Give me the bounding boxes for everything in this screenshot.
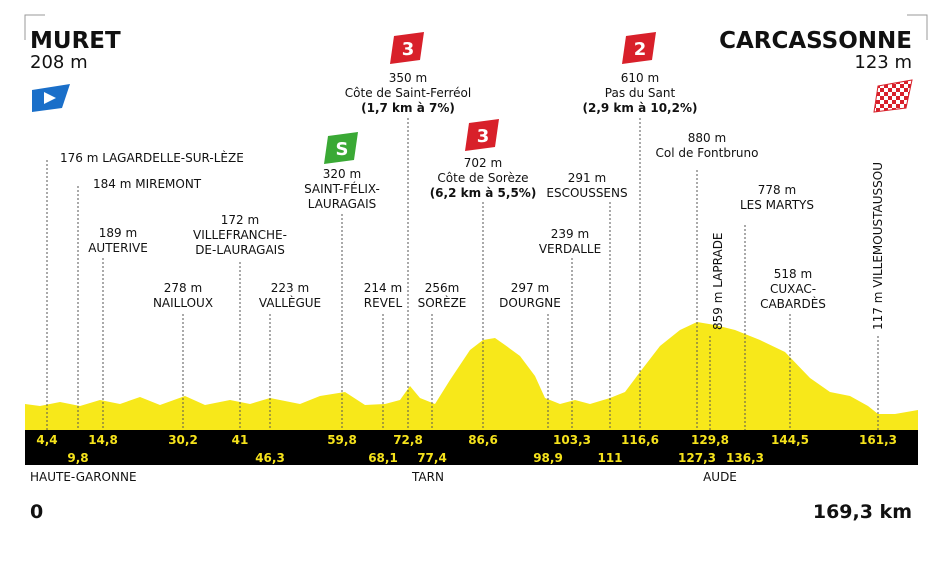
point-label: VILLEFRANCHE- [193,228,287,242]
region-label: TARN [411,470,444,484]
point-label: (6,2 km à 5,5%) [430,186,537,200]
km-label: 98,9 [533,451,563,465]
point-label: 256m [425,281,460,295]
finish-altitude: 123 m [854,52,912,73]
point-label: VERDALLE [539,242,601,256]
point-label: SORÈZE [418,295,467,310]
badge [465,119,499,151]
km-label: 72,8 [393,433,423,447]
point-label: 189 m [99,226,137,240]
badge-label: 3 [402,39,415,60]
point-label: 117 m VILLEMOUSTAUSSOU [871,162,885,330]
finish-flag [873,79,913,113]
point-label: (1,7 km à 7%) [361,101,455,115]
km-label: 77,4 [417,451,447,465]
point-label: NAILLOUX [153,296,213,310]
point-label: 223 m [271,281,309,295]
point-label: Col de Fontbruno [656,146,759,160]
finish-name: CARCASSONNE [719,28,912,54]
point-label: CUXAC- [770,282,816,296]
point-label: 778 m [758,183,796,197]
km-label: 30,2 [168,433,198,447]
km-label: 86,6 [468,433,498,447]
point-label: 350 m [389,71,427,85]
badge-label: S [336,139,349,160]
badge-label: 3 [477,126,490,147]
point-label: LES MARTYS [740,198,814,212]
point-label: 880 m [688,131,726,145]
km-label: 59,8 [327,433,357,447]
km-label: 161,3 [859,433,897,447]
km-label: 111 [597,451,622,465]
point-label: Pas du Sant [605,86,676,100]
elevation-profile [25,322,918,430]
point-label: CABARDÈS [760,296,826,311]
point-label: 702 m [464,156,502,170]
km-label: 136,3 [726,451,764,465]
point-label: 320 m [323,167,361,181]
point-label: 518 m [774,267,812,281]
point-label: Côte de Sorèze [437,171,528,185]
point-label: AUTERIVE [88,241,148,255]
point-label: Côte de Saint-Ferréol [345,86,471,100]
region-label: HAUTE-GARONNE [30,470,137,484]
km-label: 116,6 [621,433,659,447]
km-label: 41 [232,433,249,447]
km-label: 9,8 [67,451,88,465]
region-label: AUDE [703,470,737,484]
badge [390,32,424,64]
point-label: 610 m [621,71,659,85]
point-label: (2,9 km à 10,2%) [583,101,698,115]
km-label: 129,8 [691,433,729,447]
badge-label: 2 [634,39,647,60]
point-label: 172 m [221,213,259,227]
start-name: MURET [30,28,121,54]
km-label: 68,1 [368,451,398,465]
badge [324,132,358,164]
frame [24,14,928,40]
start-altitude: 208 m [30,52,88,73]
point-label: VALLÈGUE [259,295,321,310]
point-label: 297 m [511,281,549,295]
km-band [25,430,918,465]
badge [622,32,656,64]
km-label: 4,4 [36,433,57,447]
km-label: 14,8 [88,433,118,447]
point-label: REVEL [364,296,403,310]
start-arrow [44,92,56,104]
point-label: DOURGNE [499,296,561,310]
distance-end: 169,3 km [813,501,912,523]
point-label: 176 m LAGARDELLE-SUR-LÈZE [60,150,244,165]
distance-start: 0 [30,501,43,523]
point-label: 859 m LAPRADE [711,232,725,330]
point-label: ESCOUSSENS [546,186,627,200]
point-label: 291 m [568,171,606,185]
point-label: SAINT-FÉLIX- [304,181,380,196]
point-label: LAURAGAIS [308,197,376,211]
point-label: 214 m [364,281,402,295]
point-label: DE-LAURAGAIS [195,243,285,257]
km-label: 46,3 [255,451,285,465]
point-label: 278 m [164,281,202,295]
point-label: 239 m [551,227,589,241]
km-label: 144,5 [771,433,809,447]
point-label: 184 m MIREMONT [93,177,202,191]
km-label: 127,3 [678,451,716,465]
km-label: 103,3 [553,433,591,447]
